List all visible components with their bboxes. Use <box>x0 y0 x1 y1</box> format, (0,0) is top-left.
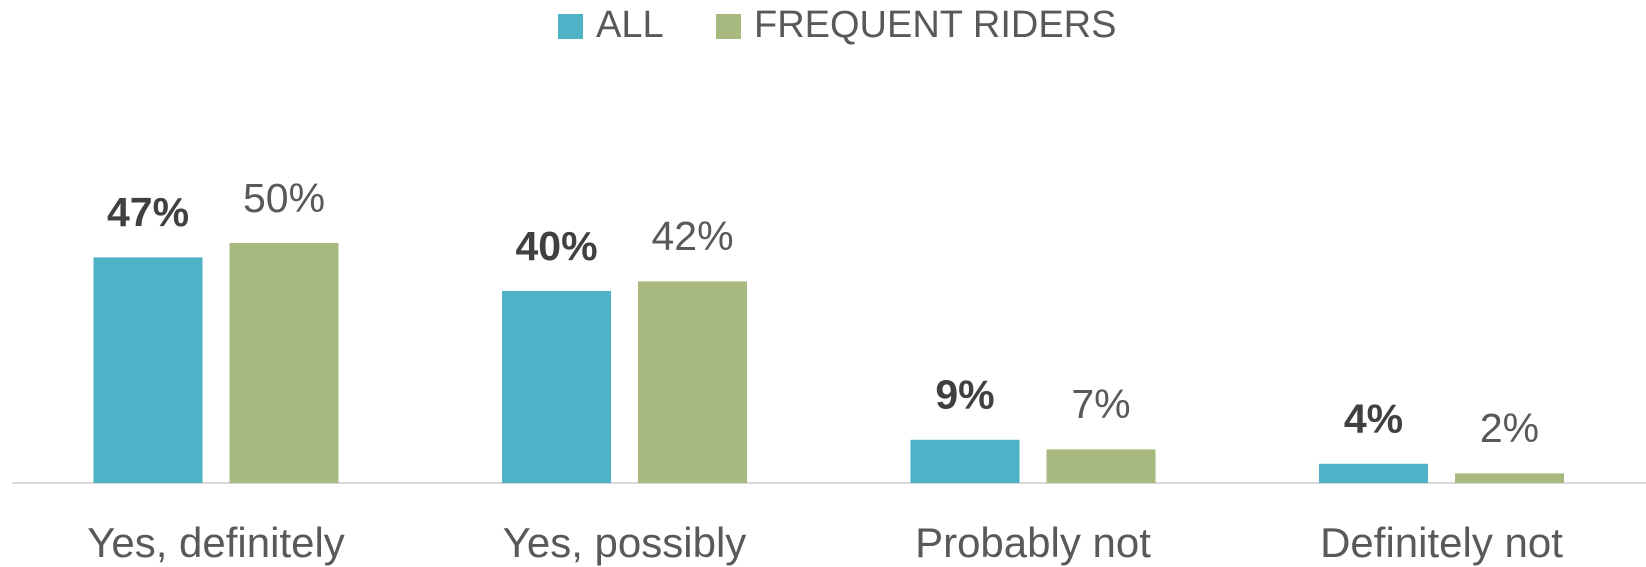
legend-swatch <box>558 14 583 39</box>
value-label: 42% <box>651 213 733 259</box>
value-label: 7% <box>1071 381 1130 427</box>
value-label: 40% <box>515 223 597 269</box>
value-label: 9% <box>935 372 994 418</box>
bar <box>93 257 203 483</box>
bar <box>502 291 611 483</box>
value-label: 50% <box>243 175 325 221</box>
value-label: 4% <box>1344 396 1403 442</box>
legend-label: ALL <box>596 4 664 46</box>
value-label: 2% <box>1480 405 1539 451</box>
legend-label: FREQUENT RIDERS <box>754 4 1116 46</box>
bar <box>229 243 339 483</box>
x-tick-label: Yes, possibly <box>503 519 747 566</box>
x-tick-label: Yes, definitely <box>87 519 345 566</box>
bar <box>910 439 1020 483</box>
x-tick-label: Probably not <box>915 519 1151 566</box>
bar <box>1455 473 1564 483</box>
legend-swatch <box>716 14 741 39</box>
bar <box>638 281 747 483</box>
bar <box>1319 463 1428 483</box>
bar <box>1046 449 1156 483</box>
value-label: 47% <box>107 189 189 235</box>
x-tick-label: Definitely not <box>1320 519 1563 566</box>
